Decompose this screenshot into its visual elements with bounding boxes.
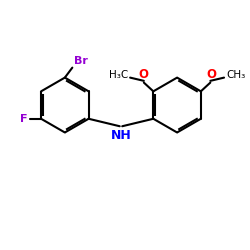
Text: H₃C: H₃C [109,70,128,80]
Text: O: O [206,68,216,81]
Text: NH: NH [110,129,131,142]
Text: Br: Br [74,56,88,66]
Text: CH₃: CH₃ [226,70,245,80]
Text: O: O [138,68,148,81]
Text: F: F [20,114,28,124]
